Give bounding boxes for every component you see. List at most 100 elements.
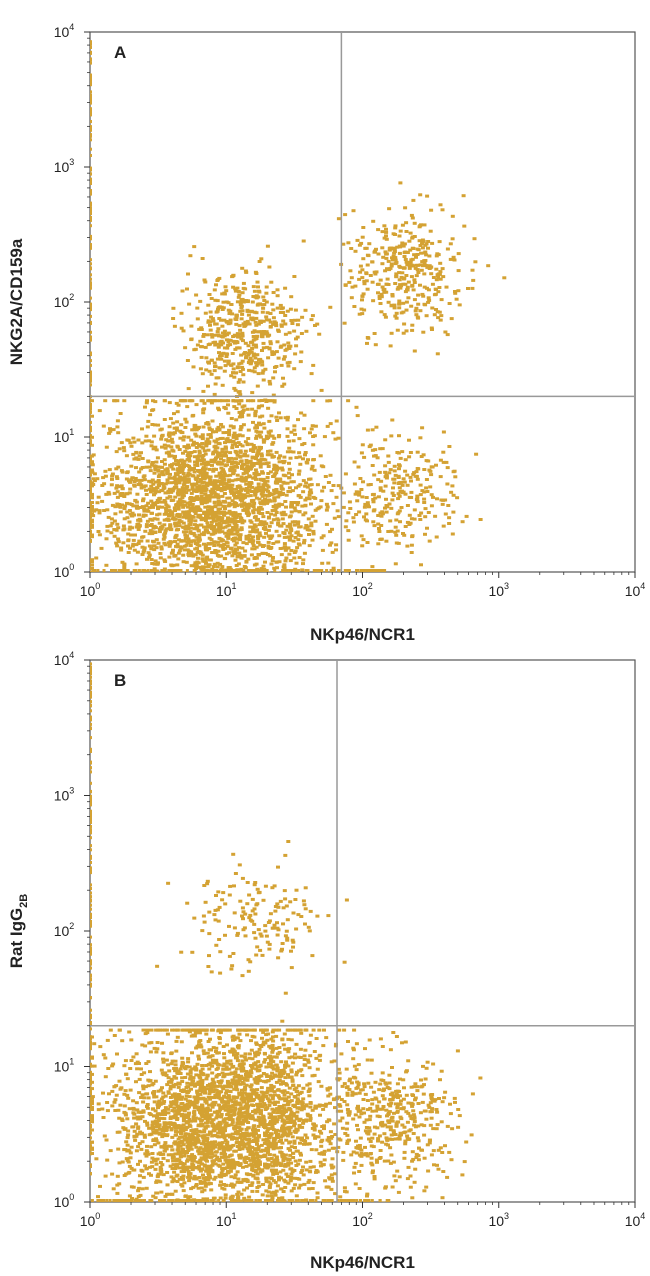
event-dot xyxy=(228,546,233,550)
event-dot xyxy=(245,454,250,458)
event-dot xyxy=(390,256,394,260)
event-dot xyxy=(282,1089,287,1093)
event-dot xyxy=(193,569,197,572)
event-dot xyxy=(195,343,200,347)
event-dot xyxy=(325,399,330,403)
event-dot xyxy=(289,510,294,514)
event-dot xyxy=(177,481,182,485)
event-dot xyxy=(176,403,181,407)
event-dot xyxy=(90,109,92,113)
event-dot xyxy=(270,302,275,306)
event-dot xyxy=(402,533,407,537)
event-dot xyxy=(174,1082,178,1086)
event-dot xyxy=(266,546,271,550)
event-dot xyxy=(294,337,298,341)
event-dot xyxy=(258,357,263,361)
event-dot xyxy=(351,520,356,524)
event-dot xyxy=(201,389,206,393)
event-dot xyxy=(255,462,260,465)
event-dot xyxy=(294,344,299,348)
event-dot xyxy=(237,569,241,572)
event-dot xyxy=(181,1119,186,1123)
event-dot xyxy=(239,317,244,321)
event-dot xyxy=(90,42,92,46)
event-dot xyxy=(265,244,270,248)
event-dot xyxy=(152,1143,157,1147)
event-dot xyxy=(328,305,333,309)
event-dot xyxy=(170,513,175,517)
event-dot xyxy=(281,565,286,569)
event-dot xyxy=(224,1065,229,1069)
event-dot xyxy=(271,542,276,545)
event-dot xyxy=(357,277,362,281)
event-dot xyxy=(277,560,282,564)
event-dot xyxy=(245,508,250,512)
event-dot xyxy=(239,556,244,560)
event-dot xyxy=(222,405,227,409)
event-dot xyxy=(277,411,281,415)
event-dot xyxy=(112,569,116,572)
event-dot xyxy=(182,539,187,543)
event-dot xyxy=(261,378,266,382)
event-dot xyxy=(203,345,208,349)
event-dot xyxy=(404,274,409,277)
event-dot xyxy=(393,262,398,266)
event-dot xyxy=(204,481,209,485)
event-dot xyxy=(443,330,448,334)
event-dot xyxy=(441,275,446,279)
event-dot xyxy=(239,425,244,428)
y-tick-label: 104 xyxy=(54,22,75,40)
event-dot xyxy=(214,510,219,514)
event-dot xyxy=(215,330,220,334)
event-dot xyxy=(303,453,307,457)
event-dot xyxy=(386,530,391,533)
event-dot xyxy=(179,326,184,330)
event-dot xyxy=(117,569,121,572)
event-dot xyxy=(332,569,336,572)
event-dot xyxy=(402,242,407,246)
event-dot xyxy=(236,335,240,339)
event-dot xyxy=(258,415,263,419)
event-dot xyxy=(261,330,266,334)
event-dot xyxy=(283,548,288,552)
event-dot xyxy=(222,291,227,295)
event-dot xyxy=(376,282,381,286)
event-dot xyxy=(227,1028,232,1032)
event-dot xyxy=(158,552,163,555)
event-dot xyxy=(227,433,232,437)
event-dot xyxy=(372,569,376,572)
event-dot xyxy=(209,297,214,300)
event-dot xyxy=(379,292,384,296)
event-dot xyxy=(394,311,399,315)
event-dot xyxy=(176,521,181,525)
event-dot xyxy=(122,566,127,569)
event-dot xyxy=(184,530,189,534)
event-dot xyxy=(153,526,158,529)
event-dot xyxy=(261,341,266,345)
event-dot xyxy=(210,1064,215,1068)
event-dot xyxy=(245,322,250,326)
event-dot xyxy=(152,548,157,552)
event-dot xyxy=(371,500,376,504)
event-dot xyxy=(200,565,205,569)
event-dot xyxy=(206,1178,211,1182)
event-dot xyxy=(419,563,423,567)
event-dot xyxy=(208,435,213,439)
event-dot xyxy=(230,499,235,503)
event-dot xyxy=(374,425,379,429)
event-dot xyxy=(200,557,205,561)
event-dot xyxy=(90,522,92,526)
event-dot xyxy=(394,518,399,522)
event-dot xyxy=(236,434,241,437)
event-dot xyxy=(266,430,271,434)
event-dot xyxy=(202,470,207,473)
event-dot xyxy=(90,440,92,444)
event-dot xyxy=(120,487,125,491)
event-dot xyxy=(190,474,195,478)
event-dot xyxy=(302,413,307,417)
event-dot xyxy=(389,247,394,251)
event-dot xyxy=(424,478,429,481)
event-dot xyxy=(418,518,423,521)
event-dot xyxy=(238,1082,243,1086)
event-dot xyxy=(275,294,280,298)
